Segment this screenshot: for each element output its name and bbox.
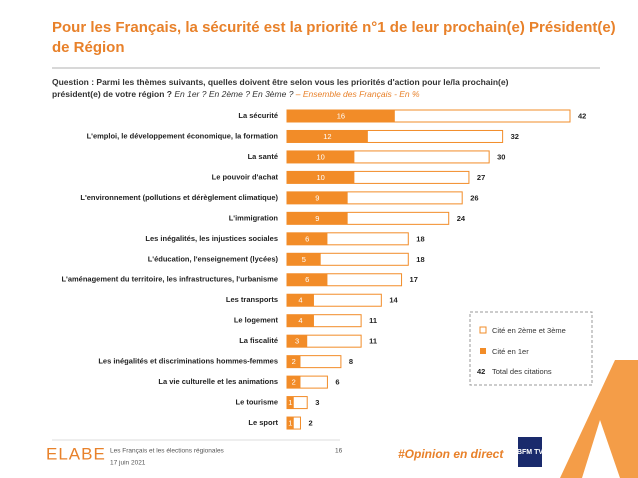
- category-label: La santé: [248, 152, 278, 161]
- question-options: En 1er ? En 2ème ? En 3ème ?: [174, 89, 293, 99]
- title-line-1: Pour les Français, la sécurité est la pr…: [52, 19, 616, 36]
- first-bar: [287, 130, 368, 143]
- question-line-2: président(e) de votre région ? En 1er ? …: [52, 89, 420, 99]
- question-end: président(e) de votre région ?: [52, 89, 172, 99]
- total-label: 26: [470, 193, 478, 202]
- first-label: 6: [305, 275, 309, 284]
- page-number: 16: [335, 448, 343, 455]
- legend-box: [469, 311, 593, 386]
- partner-name: BFM TV: [517, 449, 543, 456]
- first-label: 1: [288, 419, 292, 428]
- first-label: 12: [323, 132, 331, 141]
- first-bar: [287, 355, 301, 368]
- category-label: La sécurité: [238, 111, 278, 120]
- first-bar: [287, 376, 301, 389]
- legend-sample: 42: [477, 367, 485, 376]
- category-label: Le pouvoir d'achat: [212, 172, 279, 181]
- first-label: 4: [298, 296, 302, 305]
- first-label: 3: [295, 337, 299, 346]
- total-label: 27: [477, 173, 485, 182]
- category-label: L'éducation, l'enseignement (lycées): [148, 254, 279, 263]
- total-label: 11: [369, 316, 377, 325]
- category-label: La fiscalité: [239, 336, 278, 345]
- logo: ELABE: [46, 444, 106, 463]
- total-label: 18: [416, 255, 424, 264]
- question-line-1: Question : Parmi les thèmes suivants, qu…: [52, 77, 509, 87]
- total-label: 17: [410, 275, 418, 284]
- total-label: 18: [416, 234, 424, 243]
- first-bar: [287, 212, 348, 225]
- legend-swatch: [480, 348, 486, 354]
- footer-study: Les Français et les élections régionales: [110, 448, 225, 455]
- category-label: Le tourisme: [235, 398, 278, 407]
- category-label: Le sport: [248, 418, 278, 427]
- first-label: 9: [315, 193, 319, 202]
- category-label: L'environnement (pollutions et dérègleme…: [80, 193, 278, 202]
- first-bar: [287, 110, 395, 122]
- category-label: L'immigration: [229, 213, 279, 222]
- total-label: 8: [349, 357, 353, 366]
- total-label: 11: [369, 337, 377, 346]
- first-label: 10: [317, 173, 325, 182]
- total-label: 42: [578, 111, 586, 120]
- first-bar: [287, 232, 328, 245]
- total-label: 6: [335, 378, 339, 387]
- category-label: La vie culturelle et les animations: [158, 377, 278, 386]
- first-label: 5: [302, 255, 306, 264]
- first-bar: [287, 171, 355, 184]
- total-label: 3: [315, 398, 319, 407]
- legend-swatch: [479, 326, 487, 334]
- first-label: 16: [337, 111, 345, 120]
- legend-label: Total des citations: [492, 367, 552, 376]
- first-bar: [287, 335, 308, 348]
- first-bar: [287, 417, 294, 430]
- first-bar: [287, 294, 314, 307]
- question-label: Question :: [52, 77, 94, 87]
- first-bar: [287, 150, 355, 163]
- category-label: Les transports: [226, 295, 278, 304]
- category-label: Le logement: [234, 316, 279, 325]
- category-label: Les inégalités, les injustices sociales: [145, 234, 278, 243]
- first-bar: [287, 314, 314, 327]
- first-label: 2: [292, 357, 296, 366]
- legend-label: Cité en 2ème et 3ème: [492, 326, 566, 335]
- first-label: 4: [298, 316, 302, 325]
- question-base: – Ensemble des Français - En %: [295, 89, 420, 99]
- footer-date: 17 juin 2021: [110, 460, 146, 467]
- first-bar: [287, 273, 328, 286]
- first-bar: [287, 191, 348, 204]
- decoration: [560, 360, 638, 478]
- total-label: 32: [511, 132, 519, 141]
- category-label: L'aménagement du territoire, les infrast…: [61, 275, 278, 284]
- total-label: 2: [308, 419, 312, 428]
- category-label: L'emploi, le développement économique, l…: [87, 131, 279, 140]
- first-label: 2: [292, 378, 296, 387]
- first-label: 1: [288, 398, 292, 407]
- first-label: 6: [305, 234, 309, 243]
- first-bar: [287, 396, 294, 409]
- total-label: 30: [497, 152, 505, 161]
- partner-logo: [518, 437, 542, 467]
- total-label: 24: [457, 214, 466, 223]
- first-label: 9: [315, 214, 319, 223]
- hashtag: #Opinion en direct: [398, 447, 504, 461]
- question: Parmi les thèmes suivants, quelles doive…: [96, 77, 508, 87]
- first-label: 10: [317, 152, 325, 161]
- category-label: Les inégalités et discriminations hommes…: [98, 357, 278, 366]
- total-label: 14: [389, 296, 398, 305]
- legend-label: Cité en 1er: [492, 347, 529, 356]
- first-bar: [287, 253, 321, 266]
- title-line-2: de Région: [52, 39, 125, 56]
